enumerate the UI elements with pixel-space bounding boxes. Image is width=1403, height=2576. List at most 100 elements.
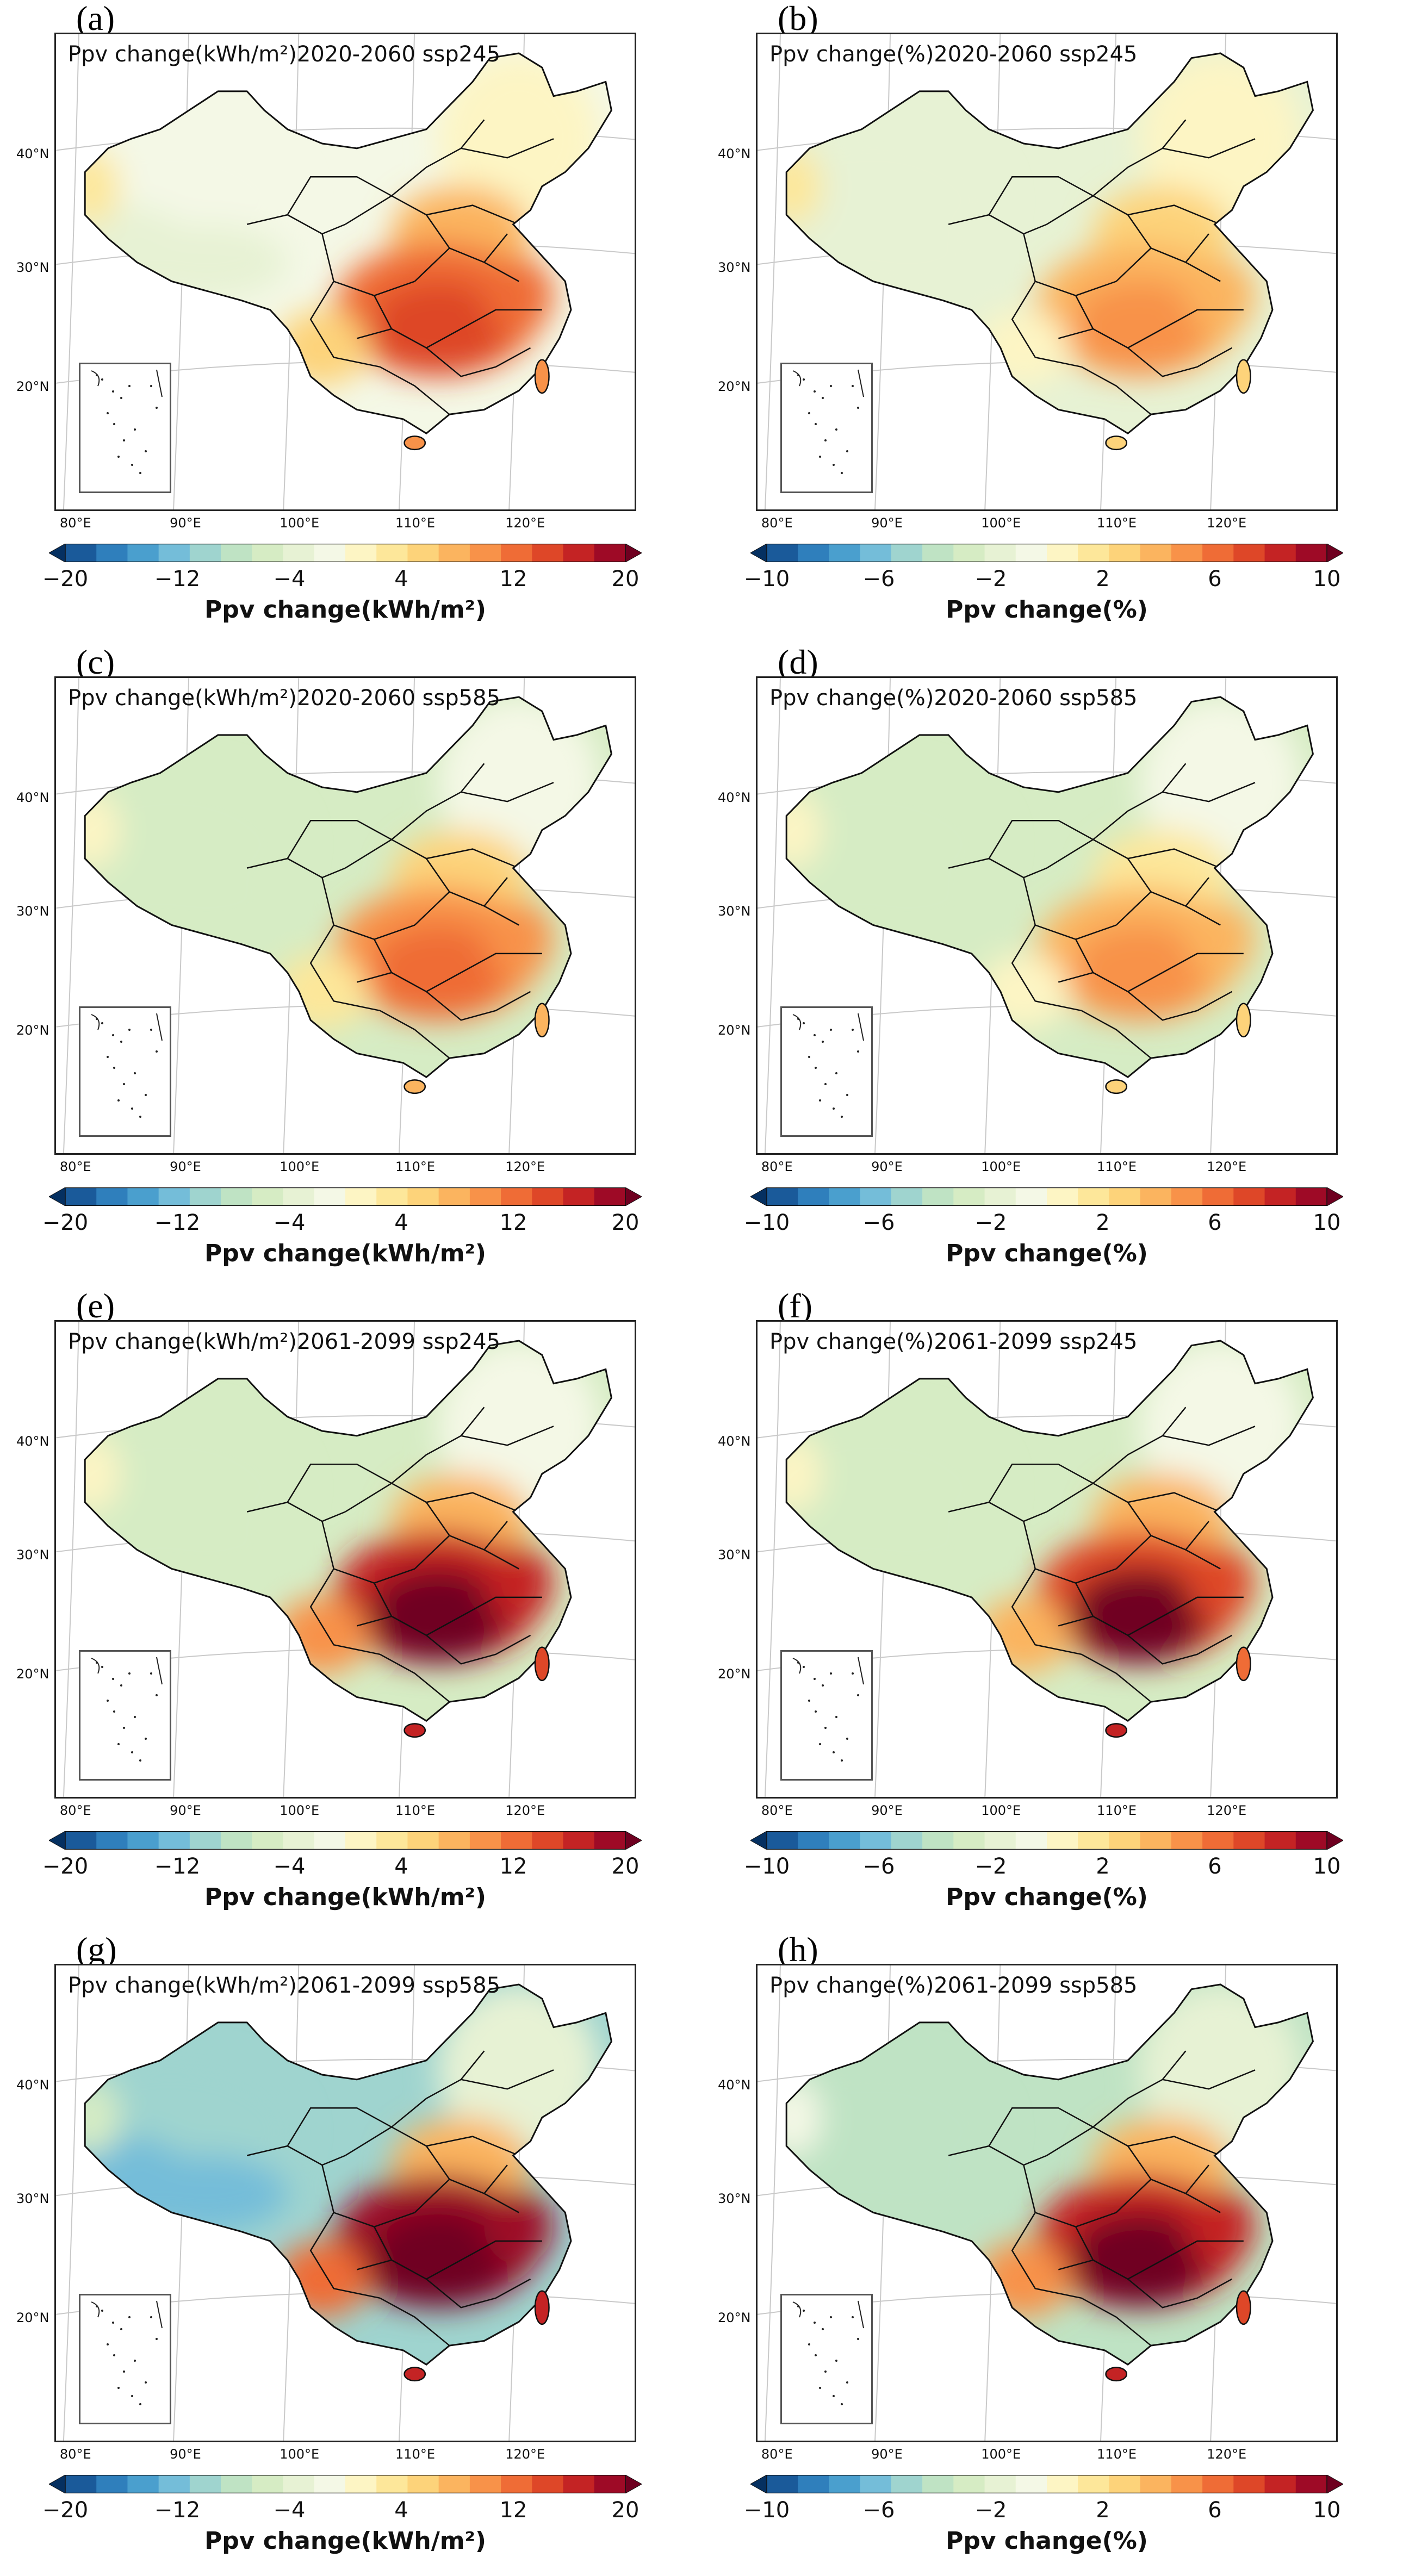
colorbar-bin	[1202, 2475, 1234, 2493]
field-blob	[1070, 281, 1209, 377]
inset-island	[841, 1116, 843, 1118]
inset-island	[139, 1759, 141, 1762]
province-boundary	[1185, 2164, 1209, 2194]
province-boundary	[309, 281, 381, 368]
colorbar-bin	[798, 2475, 829, 2493]
province-boundary	[948, 1501, 1047, 1522]
colorbar-extend-low	[48, 2474, 66, 2494]
inset-island	[145, 1738, 147, 1740]
inset-island	[150, 2316, 152, 2318]
province-boundary	[988, 176, 1094, 215]
province-boundary	[380, 1653, 450, 1703]
province-boundary	[1092, 119, 1187, 197]
longitude-label: 80°E	[59, 515, 91, 531]
colorbar-tick-label: 12	[499, 2498, 527, 2523]
colorbar-bin	[594, 2475, 626, 2493]
inset-island	[803, 1666, 805, 1668]
field-blob	[1070, 1569, 1209, 1664]
colorbar-tick-label: 4	[394, 1854, 408, 1879]
map-canvas	[758, 1965, 1336, 2441]
colorbar-title: Ppv change(kWh/m²)	[204, 1240, 487, 1267]
colorbar-bin	[953, 1187, 985, 1206]
colorbar-bin	[314, 2475, 346, 2493]
colorbar-bin	[1202, 544, 1234, 562]
province-boundary	[414, 891, 519, 926]
colorbar-bin	[407, 2475, 439, 2493]
south-china-sea-inset	[79, 363, 171, 493]
field-blob	[368, 925, 507, 1021]
colorbar-tick-label: −20	[42, 1210, 89, 1235]
map-panel-7: (g) Ppv change(kWh/m²)2061-2099 ssp585 40°…	[0, 1931, 702, 2575]
colorbar-extend-high	[625, 2474, 643, 2494]
inset-island	[822, 2328, 824, 2330]
colorbar-bin	[1233, 2475, 1265, 2493]
province-boundary	[309, 2212, 381, 2299]
province-boundary	[345, 195, 450, 249]
province-boundary	[1162, 2240, 1244, 2261]
inset-island	[841, 1759, 843, 1762]
map-frame: Ppv change(kWh/m²)2020-2060 ssp585	[54, 676, 636, 1155]
province-boundary	[426, 848, 519, 869]
province-boundary	[391, 119, 485, 197]
province-boundary	[461, 782, 554, 802]
province-boundary	[1127, 991, 1233, 1021]
longitude-label: 120°E	[505, 515, 545, 531]
province-boundary	[1115, 2178, 1221, 2213]
colorbar-tick-label: 4	[394, 2498, 408, 2523]
colorbar-bin	[345, 1831, 377, 1850]
panel-title: Ppv change(kWh/m²)2061-2099 ssp585	[68, 1973, 501, 1998]
latitude-label: 20°N	[16, 2310, 49, 2325]
map-panel-5: (e) Ppv change(kWh/m²)2061-2099 ssp245 40°…	[0, 1287, 702, 1931]
province-boundary	[1023, 233, 1117, 297]
colorbar-extend-low	[749, 1831, 767, 1850]
inset-island	[101, 378, 103, 381]
map-canvas	[56, 678, 635, 1153]
province-boundary	[483, 2164, 508, 2194]
colorbar-bin	[798, 1831, 829, 1850]
colorbar-bin	[532, 1831, 564, 1850]
inset-island	[803, 378, 805, 381]
inset-island	[830, 1029, 832, 1031]
graticule-lon	[63, 1965, 79, 2441]
panel-title: Ppv change(%)2020-2060 ssp585	[769, 686, 1138, 711]
inset-island	[819, 456, 821, 458]
south-china-sea-inset	[780, 1650, 873, 1781]
colorbar-bin	[563, 1187, 595, 1206]
province-boundary	[1127, 1492, 1221, 1513]
colorbar-bin	[345, 1187, 377, 1206]
latitude-label: 20°N	[16, 378, 49, 394]
province-boundary	[1092, 763, 1187, 841]
panel-title: Ppv change(kWh/m²)2020-2060 ssp585	[68, 686, 501, 711]
hainan-island	[403, 1723, 426, 1738]
province-boundary	[461, 1426, 554, 1446]
colorbar-bin	[252, 1187, 284, 1206]
province-boundary	[1046, 1482, 1152, 1536]
longitude-label: 100°E	[981, 2447, 1021, 2462]
inset-island	[815, 2354, 817, 2356]
field-blob	[484, 1545, 554, 1621]
graticule-lon	[764, 1322, 781, 1797]
colorbar-tick-label: −12	[154, 2498, 201, 2523]
colorbar-bin	[438, 2475, 470, 2493]
colorbar-bin	[1140, 1187, 1172, 1206]
colorbar-tick-label: −12	[154, 1210, 201, 1235]
colorbar-tick-label: 2	[1096, 1854, 1110, 1879]
inset-island	[814, 1034, 816, 1036]
longitude-label: 110°E	[395, 1803, 436, 1818]
colorbar-tick-label: 6	[1208, 1210, 1222, 1235]
panel-title: Ppv change(kWh/m²)2061-2099 ssp245	[68, 1329, 501, 1354]
colorbar-bin	[1015, 1187, 1047, 1206]
colorbar-tick-label: −10	[743, 1210, 790, 1235]
graticule-lon	[764, 1965, 781, 2441]
panel-letter: (d)	[778, 643, 818, 681]
province-boundary	[483, 1521, 508, 1551]
province-boundary	[374, 939, 462, 993]
colorbar-tick-label: 20	[611, 1210, 640, 1235]
inset-island	[830, 385, 832, 387]
colorbar-bin	[283, 1187, 315, 1206]
inset-island	[134, 2360, 136, 2362]
inset-island	[803, 2310, 805, 2312]
colorbar-bin	[469, 1187, 501, 1206]
colorbar-extend-low	[749, 2474, 767, 2494]
south-china-sea-inset	[780, 363, 873, 493]
